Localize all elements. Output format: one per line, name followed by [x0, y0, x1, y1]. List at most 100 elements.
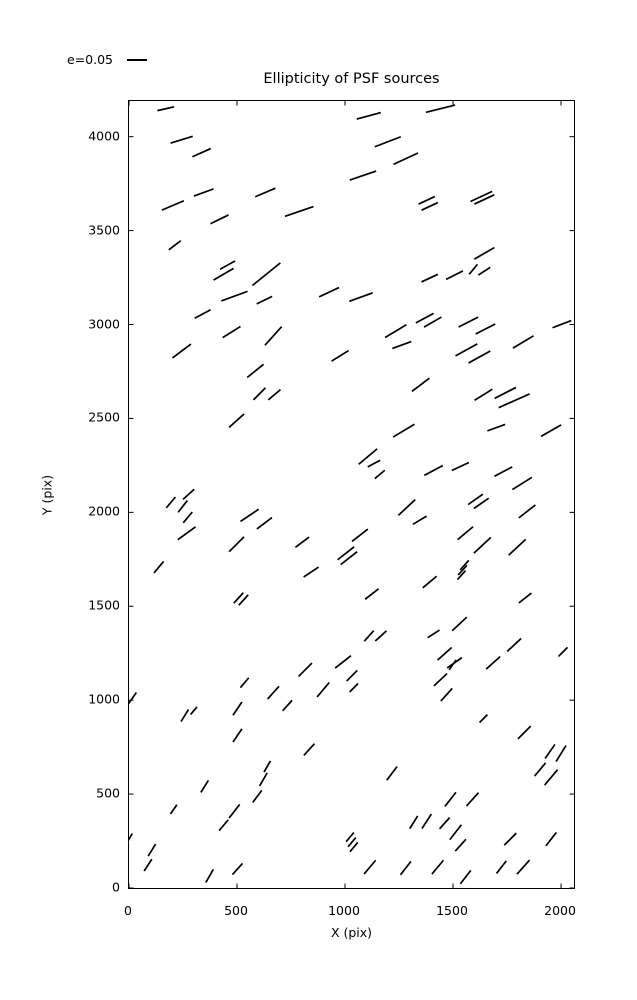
- ellipticity-stick: [543, 769, 559, 786]
- ellipticity-stick: [363, 630, 375, 642]
- ellipticity-stick: [213, 267, 235, 281]
- ellipticity-stick: [193, 188, 214, 197]
- x-tick-label: 1500: [436, 903, 468, 918]
- ellipticity-stick: [221, 290, 248, 302]
- ellipticity-stick: [557, 646, 569, 658]
- ellipticity-stick: [239, 508, 260, 523]
- ellipticity-stick: [473, 497, 490, 510]
- ellipticity-stick: [267, 389, 282, 401]
- ellipticity-stick: [475, 323, 496, 335]
- ellipticity-stick: [448, 659, 457, 671]
- ellipticity-stick: [503, 832, 517, 846]
- ellipticity-stick: [374, 469, 386, 480]
- ellipticity-stick: [487, 423, 506, 432]
- ellipticity-stick: [153, 560, 165, 574]
- ellipticity-stick: [477, 266, 491, 276]
- ellipticity-stick: [445, 270, 464, 281]
- y-tick-label: 0: [112, 879, 120, 895]
- ellipticity-stick: [303, 566, 320, 578]
- y-tick-label: 2000: [88, 503, 120, 519]
- y-tick-label: 1500: [88, 597, 120, 613]
- ellipticity-stick: [412, 515, 428, 526]
- ellipticity-stick: [147, 843, 157, 857]
- ellipticity-stick: [231, 862, 244, 876]
- ellipticity-stick: [129, 833, 133, 841]
- ellipticity-stick: [423, 464, 444, 477]
- ellipticity-stick: [170, 135, 194, 144]
- ellipticity-stick: [233, 592, 244, 604]
- ellipticity-stick: [374, 630, 388, 642]
- ellipticity-stick: [437, 646, 453, 661]
- ellipticity-stick: [363, 859, 377, 875]
- ellipticity-stick: [512, 335, 534, 349]
- ellipticity-stick: [431, 859, 445, 875]
- ellipticity-stick: [392, 423, 415, 438]
- y-tick-label: 1000: [88, 691, 120, 707]
- ellipticity-stick: [455, 343, 478, 357]
- ellipticity-stick: [468, 263, 479, 275]
- ellipticity-stick: [161, 199, 185, 211]
- ellipticity-stick: [239, 677, 250, 689]
- ellipticity-stick: [451, 461, 470, 472]
- ellipticity-stick: [494, 386, 517, 400]
- ellipticity-stick: [433, 672, 448, 687]
- ellipticity-stick: [297, 662, 313, 678]
- ellipticity-stick: [517, 725, 532, 740]
- ellipticity-stick: [165, 496, 177, 509]
- ellipticity-stick: [421, 201, 439, 211]
- ellipticity-stick: [473, 536, 492, 554]
- ellipticity-stick: [358, 448, 378, 465]
- ellipticity-stick: [518, 592, 532, 604]
- ellipticity-stick: [346, 669, 358, 682]
- ellipticity-stick: [544, 743, 556, 759]
- ellipticity-stick: [219, 260, 236, 271]
- ellipticity-stick: [465, 792, 480, 807]
- ellipticity-stick: [182, 488, 195, 500]
- legend-label: e=0.05: [67, 51, 113, 67]
- ellipticity-stick: [552, 319, 572, 329]
- ellipticity-stick: [168, 240, 182, 251]
- ellipticity-stick: [169, 804, 178, 815]
- ellipticity-stick: [444, 791, 457, 807]
- ellipticity-stick: [189, 706, 198, 716]
- ellipticity-stick: [364, 588, 380, 600]
- y-tick-label: 3500: [88, 222, 120, 238]
- ellipticity-stick: [205, 869, 215, 883]
- ellipticity-stick: [232, 701, 243, 716]
- ellipticity-stick: [393, 152, 419, 166]
- ellipticity-stick: [421, 273, 439, 283]
- legend-stick-sample: [127, 58, 147, 61]
- ellipticity-stick: [456, 570, 467, 581]
- x-tick-label: 1000: [328, 903, 360, 918]
- ellipticity-stick: [478, 714, 489, 724]
- ellipticity-stick: [425, 104, 456, 114]
- ellipticity-sticks-layer: [129, 101, 574, 888]
- ellipticity-stick: [228, 536, 245, 553]
- ellipticity-stick: [545, 831, 558, 847]
- ellipticity-stick: [506, 637, 522, 653]
- ellipticity-stick: [349, 170, 377, 181]
- ellipticity-stick: [180, 709, 190, 723]
- ellipticity-stick: [411, 377, 430, 393]
- ellipticity-stick: [252, 789, 263, 803]
- ellipticity-stick: [474, 194, 495, 205]
- ellipticity-stick: [518, 504, 536, 519]
- ellipticity-stick: [303, 743, 316, 757]
- ellipticity-stick: [340, 551, 358, 566]
- ellipticity-stick: [423, 316, 442, 328]
- ellipticity-stick: [457, 526, 474, 541]
- ellipticity-stick: [533, 762, 547, 777]
- ellipticity-stick: [397, 498, 416, 516]
- ellipticity-stick: [177, 499, 189, 513]
- ellipticity-stick: [200, 779, 210, 793]
- ellipticity-stick: [399, 860, 412, 876]
- ellipticity-stick: [316, 681, 330, 698]
- ellipticity-stick: [228, 413, 245, 429]
- ellipticity-stick: [256, 516, 273, 530]
- y-tick-label: 4000: [88, 128, 120, 144]
- plot-area: [128, 100, 575, 889]
- ellipticity-stick: [356, 111, 382, 120]
- y-tick-label: 500: [96, 785, 120, 801]
- ellipticity-stick: [192, 147, 212, 158]
- ellipticity-stick: [157, 105, 175, 112]
